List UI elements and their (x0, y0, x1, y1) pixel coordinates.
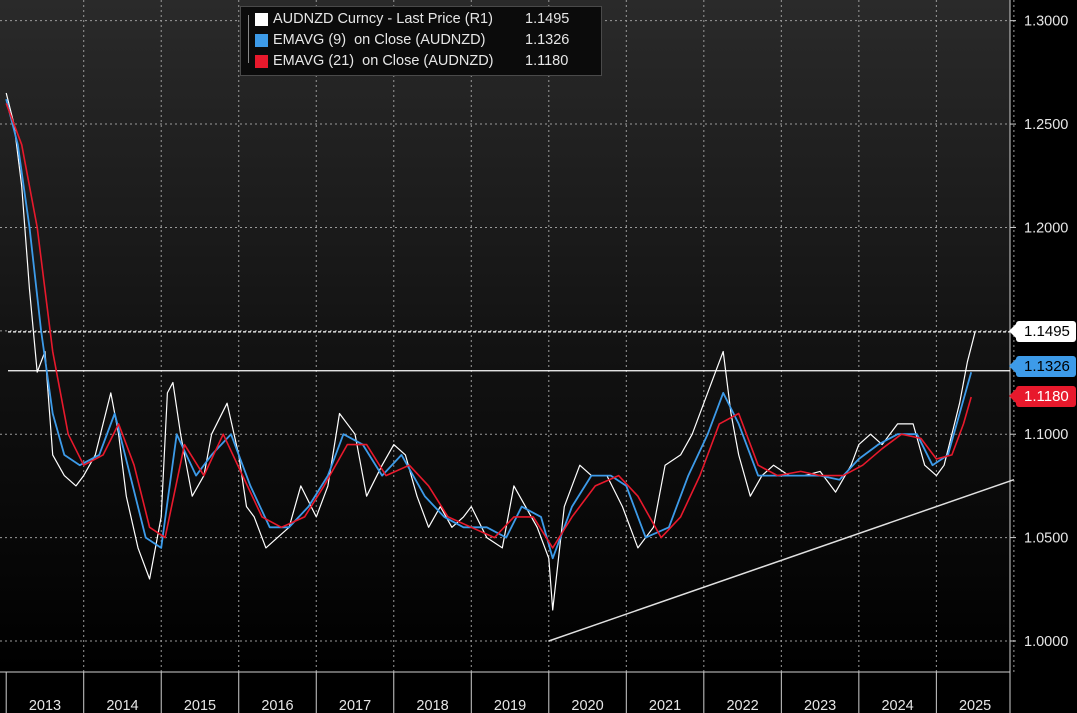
legend-item-price[interactable]: AUDNZD Curncy - Last Price (R1) 1.1495 (247, 9, 601, 30)
legend-swatch-ema9 (255, 34, 268, 47)
legend-label-ema9: EMAVG (9) on Close (AUDNZD) (273, 32, 486, 48)
series-line-price (5, 92, 976, 611)
series-line-ema21 (5, 103, 972, 549)
legend-item-ema9[interactable]: EMAVG (9) on Close (AUDNZD) 1.1326 (247, 30, 601, 51)
y-tick-label: 1.2000 (1024, 220, 1068, 236)
x-tick-label: 2019 (494, 698, 526, 713)
y-tick-label: 1.3000 (1024, 14, 1068, 30)
legend-value-ema9: 1.1326 (525, 32, 570, 48)
plot-background (0, 0, 1010, 672)
x-tick-label: 2014 (106, 698, 138, 713)
x-tick-label: 2017 (339, 698, 371, 713)
x-tick-label: 2018 (416, 698, 448, 713)
x-tick-label: 2016 (261, 698, 293, 713)
legend-swatch-price (255, 13, 268, 26)
series-group (5, 92, 976, 611)
legend-label-ema21: EMAVG (21) on Close (AUDNZD) (273, 53, 494, 69)
legend[interactable]: AUDNZD Curncy - Last Price (R1) 1.1495 E… (240, 6, 602, 76)
x-tick-label: 2015 (184, 698, 216, 713)
legend-tree-connector (248, 15, 255, 63)
price-tag-last: 1.1495 (1009, 321, 1076, 343)
legend-value-price: 1.1495 (525, 11, 570, 27)
x-axis: 2013 2014 2015 2016 2017 2018 2019 2020 2021 2022… (0, 671, 1010, 713)
legend-value-ema21: 1.1180 (525, 53, 569, 69)
series-line-ema9 (5, 98, 973, 560)
x-tick-label: 2025 (959, 698, 991, 713)
legend-item-ema21[interactable]: EMAVG (21) on Close (AUDNZD) 1.1180 (247, 51, 601, 72)
legend-swatch-ema21 (255, 55, 268, 68)
y-tick-label: 1.0500 (1024, 531, 1068, 547)
x-tick-label: 2013 (29, 698, 61, 713)
price-tag-ema21: 1.1180 (1009, 386, 1076, 408)
y-tick-label: 1.2500 (1024, 117, 1068, 133)
legend-label-price: AUDNZD Curncy - Last Price (R1) (273, 11, 493, 27)
x-tick-label: 2021 (649, 698, 681, 713)
price-tag-ema9: 1.1326 (1009, 356, 1076, 378)
x-tick-label: 2023 (804, 698, 836, 713)
x-tick-label: 2020 (571, 698, 603, 713)
x-tick-label: 2024 (881, 698, 913, 713)
trendline (548, 478, 1015, 642)
y-tick-label: 1.0000 (1024, 634, 1068, 650)
x-tick-label: 2022 (726, 698, 758, 713)
y-tick-label: 1.1000 (1024, 427, 1068, 443)
reference-lines (8, 331, 1015, 642)
